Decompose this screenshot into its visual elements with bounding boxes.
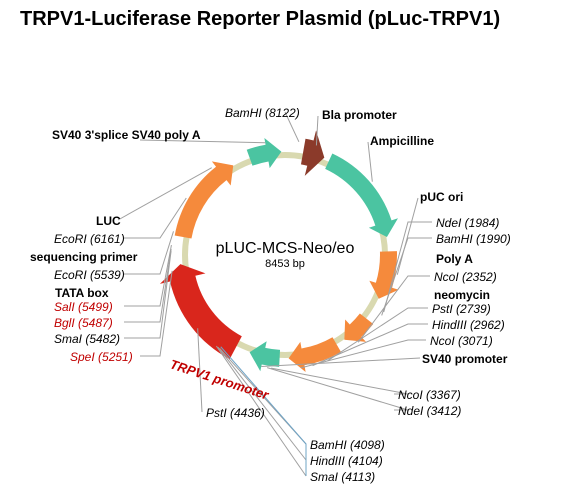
feature-label: TATA box — [55, 286, 109, 300]
restriction-site: HindIII (2962) — [432, 318, 505, 332]
restriction-site: PstI (2739) — [432, 302, 491, 316]
plasmid-center-label: pLUC-MCS-Neo/eo 8453 bp — [195, 240, 375, 270]
restriction-site: SmaI (5482) — [54, 332, 120, 346]
restriction-site: PstI (4436) — [206, 406, 265, 420]
feature-label: SV40 promoter — [422, 352, 507, 366]
plasmid-size: 8453 bp — [195, 258, 375, 270]
restriction-site: BamHI (8122) — [225, 106, 300, 120]
feature-label: pUC ori — [420, 190, 463, 204]
feature-label: SV40 3'splice SV40 poly A — [52, 128, 200, 142]
restriction-site: EcoRI (5539) — [54, 268, 125, 282]
restriction-site: NcoI (3071) — [430, 334, 493, 348]
restriction-site: EcoRI (6161) — [54, 232, 125, 246]
feature-arc — [325, 153, 398, 237]
restriction-site: NcoI (2352) — [434, 270, 497, 284]
feature-arc — [289, 337, 341, 372]
restriction-site: HindIII (4104) — [310, 454, 383, 468]
plasmid-name: pLUC-MCS-Neo/eo — [195, 240, 375, 258]
restriction-site: NdeI (3412) — [398, 404, 461, 418]
feature-label: Poly A — [436, 252, 473, 266]
restriction-site: NcoI (3367) — [398, 388, 461, 402]
feature-label: neomycin — [434, 288, 490, 302]
restriction-site: NdeI (1984) — [436, 216, 499, 230]
feature-label: LUC — [96, 214, 121, 228]
feature-arc — [301, 130, 324, 175]
feature-label: Ampicilline — [370, 134, 434, 148]
feature-label: sequencing primer — [30, 250, 137, 264]
restriction-site: BamHI (4098) — [310, 438, 385, 452]
restriction-site: BamHI (1990) — [436, 232, 511, 246]
restriction-site: SalI (5499) — [54, 300, 113, 314]
feature-arc — [160, 264, 242, 359]
feature-arc — [175, 161, 234, 238]
feature-label: Bla promoter — [322, 108, 397, 122]
restriction-site: SmaI (4113) — [310, 470, 375, 484]
restriction-site: BglI (5487) — [54, 316, 113, 330]
restriction-site: SpeI (5251) — [70, 350, 133, 364]
